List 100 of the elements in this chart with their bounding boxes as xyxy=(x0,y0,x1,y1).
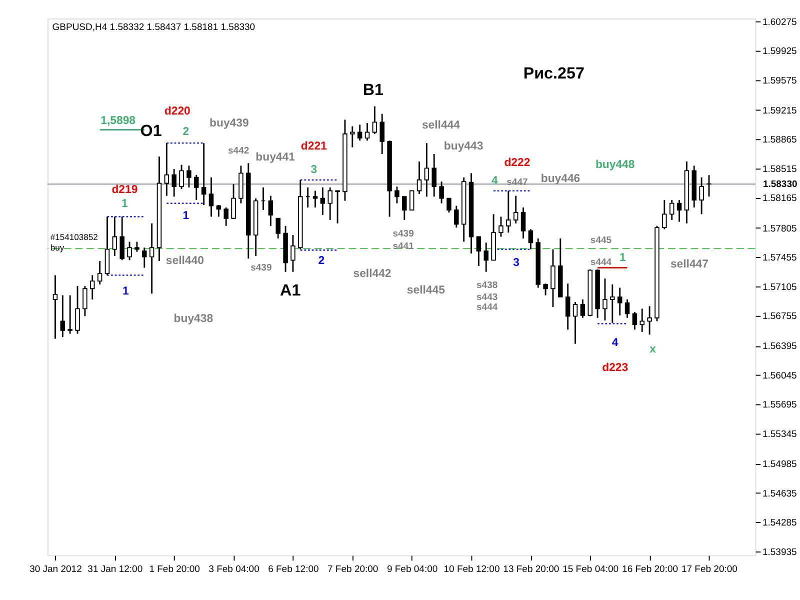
y-tick-label: 1.55345 xyxy=(762,428,797,440)
candlestick xyxy=(662,199,667,230)
candlestick xyxy=(134,241,140,253)
candlestick xyxy=(624,298,630,319)
y-tick-label: 1.58515 xyxy=(762,164,797,175)
annotation: s438 xyxy=(476,280,498,291)
annotation: 1 xyxy=(182,210,190,222)
x-tick-label: 9 Feb 04:00 xyxy=(386,564,438,575)
x-tick-label: 15 Feb 04:00 xyxy=(562,564,619,575)
y-tick-label: 1.56395 xyxy=(762,341,797,352)
x-tick-label: 30 Jan 2012 xyxy=(30,564,82,575)
annotation: buy438 xyxy=(174,313,214,326)
candlestick xyxy=(68,294,72,334)
candlestick xyxy=(647,305,652,336)
ref-line-label: 1.58330 xyxy=(762,178,798,190)
x-tick-label: 7 Feb 20:00 xyxy=(328,564,378,575)
annotation: buy441 xyxy=(256,152,296,164)
candlestick xyxy=(632,311,638,330)
annotation: d222 xyxy=(504,157,530,170)
candlestick xyxy=(676,199,682,222)
annotation: buy446 xyxy=(540,172,580,185)
annotation: A1 xyxy=(280,281,301,300)
candlestick xyxy=(565,282,570,330)
y-tick-label: 1.54285 xyxy=(762,518,797,529)
annotation: s444 xyxy=(476,302,498,314)
candlestick xyxy=(97,260,102,286)
annotation: buy443 xyxy=(444,140,484,153)
y-tick-label: 1.54635 xyxy=(762,488,797,500)
x-tick-label: 16 Feb 20:00 xyxy=(622,564,678,575)
candlestick xyxy=(164,142,170,196)
candlestick xyxy=(640,308,645,333)
annotation: s442 xyxy=(228,145,250,156)
candlestick xyxy=(149,222,154,294)
candlestick xyxy=(617,287,622,316)
annotation: 3 xyxy=(513,256,520,269)
annotation: sell444 xyxy=(422,119,461,132)
candlestick xyxy=(350,126,355,148)
annotation: s444 xyxy=(590,256,612,268)
y-tick-label: 1.59575 xyxy=(762,75,797,86)
x-tick-label: 17 Feb 20:00 xyxy=(681,564,738,575)
annotation: 1 xyxy=(122,198,129,210)
x-tick-label: 3 Feb 04:00 xyxy=(208,564,260,575)
candlestick xyxy=(402,196,407,221)
annotation: s443 xyxy=(476,292,498,303)
y-tick-label: 1.60275 xyxy=(762,16,797,28)
candlestick xyxy=(528,228,534,250)
annotation: s439 xyxy=(392,228,414,240)
annotation: 1 xyxy=(619,252,626,264)
annotation: sell447 xyxy=(670,258,708,271)
annotation: d221 xyxy=(300,140,328,153)
y-tick-label: 1.57105 xyxy=(762,282,797,293)
candlestick xyxy=(216,204,222,218)
annotation: s445 xyxy=(590,234,612,246)
annotation: d223 xyxy=(602,362,628,374)
candlestick xyxy=(320,186,326,216)
annotation: 2 xyxy=(182,126,190,138)
candlestick xyxy=(439,180,444,204)
candlestick xyxy=(550,248,556,308)
candlestick xyxy=(498,216,504,238)
annotation: sell442 xyxy=(353,268,392,280)
candlestick xyxy=(75,285,80,334)
chart-title: GBPUSD,H4 1.58332 1.58437 1.58181 1.58330 xyxy=(52,22,256,33)
annotation: O1 xyxy=(140,122,162,140)
candlestick xyxy=(446,198,452,214)
y-tick-label: 1.59925 xyxy=(762,46,797,58)
y-tick-label: 1.56045 xyxy=(762,370,797,382)
y-tick-label: 1.56755 xyxy=(762,311,797,322)
candlestick xyxy=(201,142,206,206)
candlestick xyxy=(120,216,124,261)
annotation: 4 xyxy=(612,337,619,350)
candlestick xyxy=(424,142,430,198)
candlestick xyxy=(82,285,88,317)
annotation: s439 xyxy=(250,262,272,274)
annotation: buy439 xyxy=(210,118,249,130)
candlestick xyxy=(409,190,414,210)
candlestick xyxy=(142,246,147,268)
candlestick xyxy=(543,282,548,296)
annotation: d219 xyxy=(112,184,138,196)
candlestick xyxy=(706,174,712,198)
y-tick-label: 1.55695 xyxy=(762,400,797,411)
y-tick-label: 1.58865 xyxy=(762,134,797,146)
y-tick-label: 1.58165 xyxy=(762,193,797,204)
candlestick xyxy=(328,186,332,221)
candlestick xyxy=(380,113,384,155)
candlestick xyxy=(394,186,400,204)
candlestick xyxy=(513,195,518,224)
candlestick xyxy=(572,301,578,344)
candlestick xyxy=(179,164,184,190)
annotation: sell440 xyxy=(166,254,204,267)
x-tick-label: 13 Feb 20:00 xyxy=(503,564,560,575)
candlestick xyxy=(416,160,422,195)
x-tick-label: 6 Feb 12:00 xyxy=(268,564,319,575)
candlestick xyxy=(602,278,608,322)
annotation: 4 xyxy=(491,175,498,188)
candlestick xyxy=(231,183,236,220)
candlestick xyxy=(335,190,340,224)
annotation: x xyxy=(650,344,657,356)
candlestick xyxy=(60,294,66,338)
annotation: 1 xyxy=(122,285,130,298)
candlestick xyxy=(372,106,378,135)
